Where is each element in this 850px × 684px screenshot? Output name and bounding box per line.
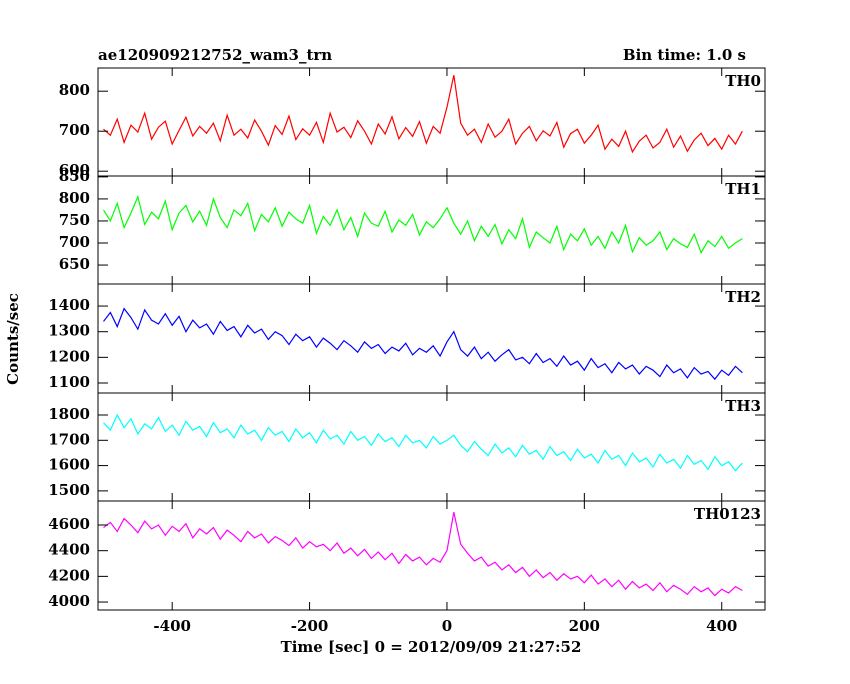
y-tick-label: 1800 [48,405,90,423]
panel-label: TH0 [725,72,761,90]
panel-frame [97,283,766,394]
y-tick-label: 800 [59,81,90,99]
y-tick-label: 1600 [48,456,90,474]
panel-frame [97,175,766,285]
y-tick-label: 1100 [48,373,90,391]
data-line [103,413,743,472]
y-tick-label: 1200 [48,347,90,365]
panel-frame [97,500,766,611]
y-tick-label: 1500 [48,481,90,499]
y-tick-label: 600 [59,161,90,179]
x-tick-label: -200 [291,617,329,635]
data-line [103,512,743,597]
axes [97,500,766,611]
y-tick-label: 650 [59,255,90,273]
y-tick-label: 4400 [48,541,90,559]
y-axis-label: Counts/sec [4,293,22,385]
axes [97,392,766,502]
data-line [103,307,743,381]
y-tick-label: 4200 [48,566,90,584]
chart-title: ae120909212752_wam3_trn [98,46,332,64]
y-tick-label: 800 [59,189,90,207]
y-tick-label: 1700 [48,430,90,448]
x-axis-label: Time [sec] 0 = 2012/09/09 21:27:52 [281,638,582,656]
y-tick-label: 4000 [48,592,90,610]
x-tick-label: 0 [442,617,452,635]
y-tick-label: 850 [59,167,90,185]
x-tick-label: -400 [153,617,191,635]
y-tick-label: 4600 [48,515,90,533]
panel-label: TH0123 [694,505,761,523]
y-tick-label: 700 [59,233,90,251]
axes [97,283,766,394]
y-tick-label: 700 [59,121,90,139]
panel-label: TH1 [725,180,761,198]
panel-frame [97,67,766,177]
panel-frame [97,392,766,502]
axes [97,67,766,177]
y-tick-label: 1400 [48,296,90,314]
y-tick-label: 1300 [48,322,90,340]
panel-label: TH3 [725,397,761,415]
y-tick-label: 750 [59,211,90,229]
data-line [102,194,743,255]
data-line [103,75,743,154]
chart-subtitle: Bin time: 1.0 s [623,46,746,64]
x-tick-label: 400 [706,617,737,635]
panel-label: TH2 [725,288,761,306]
axes [97,175,766,285]
x-tick-label: 200 [569,617,600,635]
